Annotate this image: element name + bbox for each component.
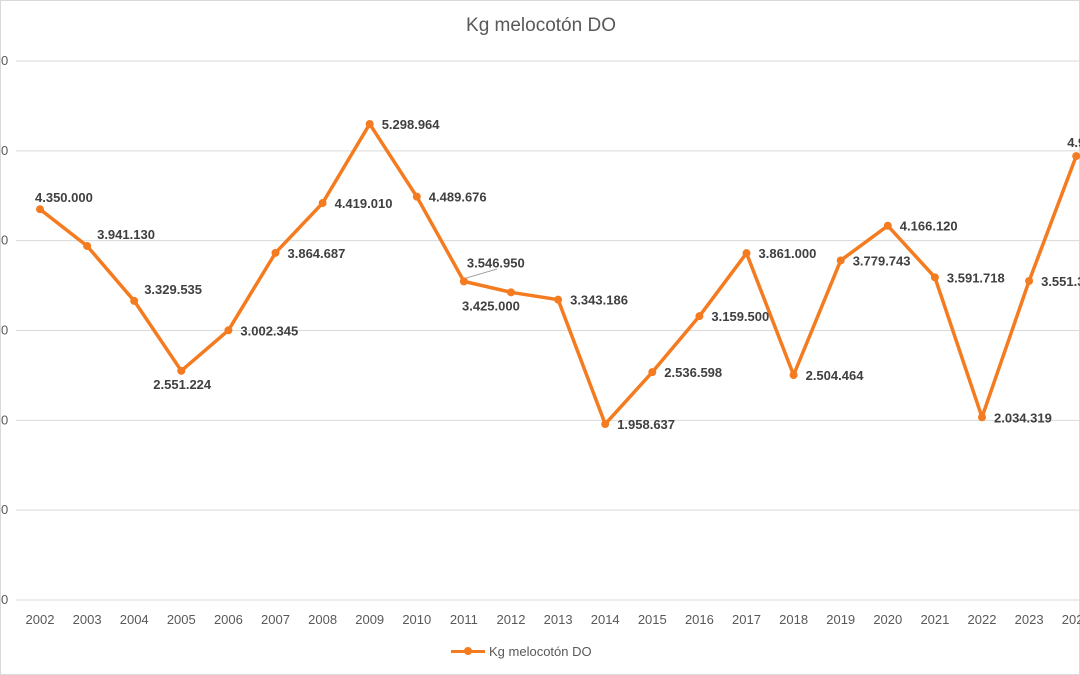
x-tick-label: 2009 [355, 612, 384, 627]
data-point [130, 296, 139, 305]
data-point [224, 326, 233, 335]
data-label: 3.941.130 [97, 227, 155, 242]
x-tick-label: 2021 [920, 612, 949, 627]
x-tick-label: 2004 [120, 612, 149, 627]
y-tick-label: 0 [1, 323, 8, 338]
y-tick-label: 0 [1, 233, 8, 248]
data-label: 3.779.743 [853, 253, 911, 268]
data-point [271, 248, 280, 257]
data-point [177, 366, 186, 375]
x-tick-label: 2005 [167, 612, 196, 627]
x-tick-label: 2017 [732, 612, 761, 627]
data-point [412, 192, 421, 201]
data-label: 2.504.464 [806, 368, 865, 383]
data-label: 3.002.345 [240, 323, 298, 338]
data-label: 2.536.598 [664, 365, 722, 380]
legend-marker-icon [451, 641, 485, 661]
label-leader-line [462, 268, 498, 280]
data-point [836, 256, 845, 265]
x-tick-label: 2018 [779, 612, 808, 627]
data-point [601, 420, 610, 429]
data-point [648, 368, 657, 377]
x-tick-label: 2011 [450, 612, 478, 627]
plot-area: 0 0 0 0 0 0 0 2002 2003 2004 2005 2006 2007 2008 2009 2… [1, 53, 1080, 627]
y-tick-label: 0 [1, 412, 8, 427]
data-label: 3.864.687 [288, 246, 346, 261]
data-label: 3.329.535 [144, 282, 202, 297]
data-label: 3.546.950 [467, 255, 525, 270]
x-tick-label: 2013 [544, 612, 573, 627]
data-label: 3.343.186 [570, 293, 628, 308]
data-label: 1.958.637 [617, 417, 675, 432]
data-label: 3.551.3 [1041, 274, 1080, 289]
data-label: 2.551.224 [153, 377, 212, 392]
x-tick-label: 2020 [873, 612, 902, 627]
x-tick-label: 2016 [685, 612, 714, 627]
data-point [883, 221, 892, 230]
data-label: 3.591.718 [947, 270, 1005, 285]
data-point [978, 413, 986, 422]
chart-title: Kg melocotón DO [466, 15, 616, 36]
x-tick-label: 2022 [968, 612, 997, 627]
data-label: 4.489.676 [429, 190, 487, 205]
x-tick-label: 2003 [73, 612, 102, 627]
data-point [742, 249, 751, 258]
x-tick-label: 2006 [214, 612, 243, 627]
data-point [459, 277, 468, 286]
data-point [789, 371, 798, 380]
data-label: 5.298.964 [382, 117, 441, 132]
y-tick-label: 0 [1, 592, 8, 607]
legend-label: Kg melocotón DO [489, 643, 592, 659]
x-tick-label: 2002 [26, 612, 55, 627]
x-tick-label: 2008 [308, 612, 337, 627]
x-tick-label: 2019 [826, 612, 855, 627]
data-label: 4.350.000 [35, 190, 93, 205]
x-tick-label: 2023 [1015, 612, 1044, 627]
data-point [318, 199, 327, 208]
data-label: 3.861.000 [759, 246, 817, 261]
x-tick-label: 2010 [402, 612, 431, 627]
data-label: 2.034.319 [994, 410, 1052, 425]
x-tick-label: 2007 [261, 612, 290, 627]
data-point [36, 205, 44, 214]
data-point [83, 241, 92, 250]
data-label: 4.941.3 [1067, 135, 1080, 150]
legend: Kg melocotón DO [451, 641, 592, 661]
data-point [695, 312, 704, 321]
data-point [554, 295, 563, 304]
data-point [930, 273, 939, 282]
data-label: 4.419.010 [335, 196, 393, 211]
y-tick-label: 0 [1, 502, 8, 517]
data-point [507, 288, 515, 297]
x-tick-label: 2012 [497, 612, 526, 627]
y-tick-label: 0 [1, 53, 8, 68]
data-point [365, 119, 374, 128]
x-tick-label: 2014 [591, 612, 620, 627]
data-label: 3.159.500 [711, 309, 769, 324]
x-tick-label: 2015 [638, 612, 667, 627]
data-point [1072, 152, 1080, 161]
y-tick-label: 0 [1, 143, 8, 158]
data-point [1025, 276, 1034, 285]
data-label: 3.425.000 [462, 298, 520, 313]
data-label: 4.166.120 [900, 219, 958, 234]
